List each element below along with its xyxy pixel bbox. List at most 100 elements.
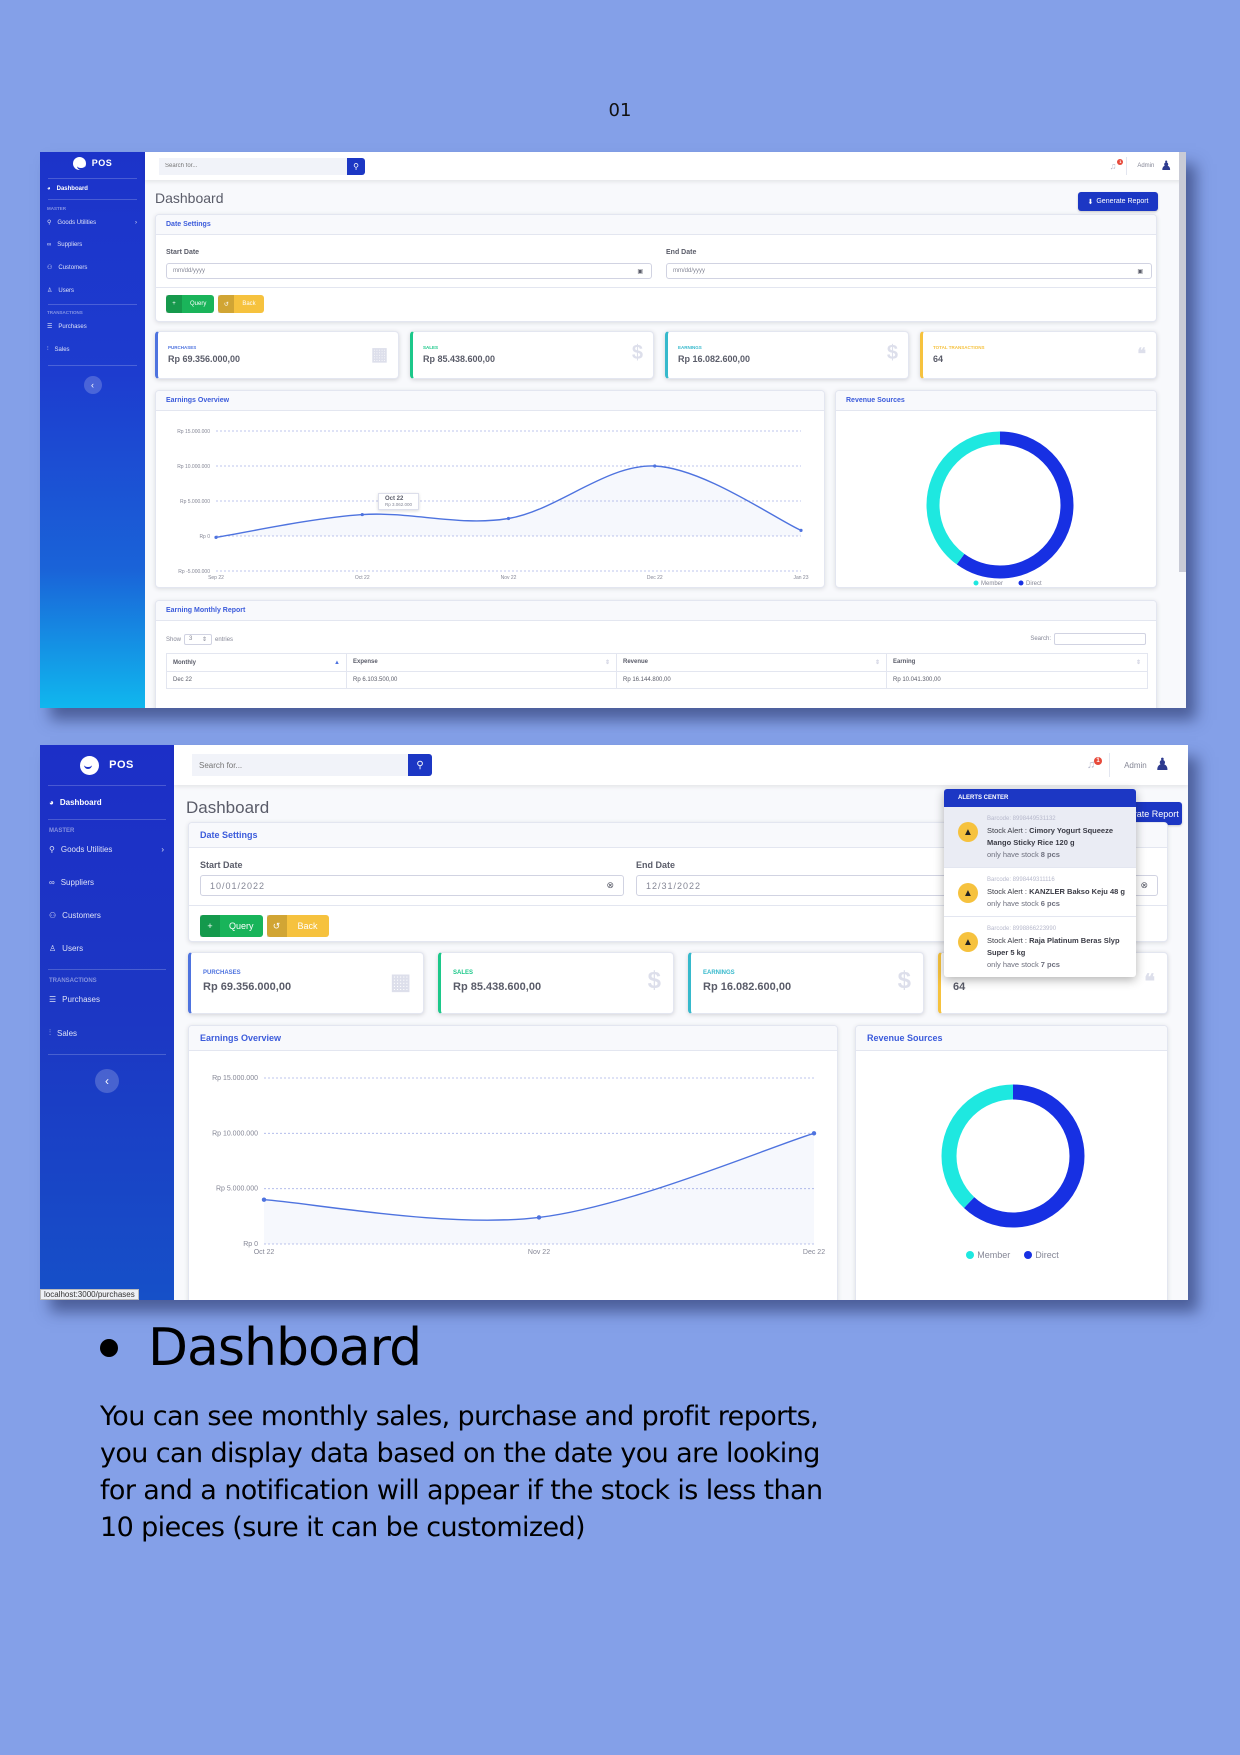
topbar-divider [1109,753,1111,777]
x-tick-label: Oct 22 [254,1249,275,1256]
sidebar-item-goods-utilities[interactable]: ⚲ Goods Utilities › [49,845,164,854]
users-icon: ⚇ [49,911,57,920]
sidebar-item-dashboard[interactable]: ◕ Dashboard [49,798,102,807]
chevron-left-icon: ‹ [91,380,94,390]
sort-icon: ⇕ [201,637,208,643]
card-divider [156,287,1156,288]
window-scrollbar[interactable] [1179,152,1186,572]
back-button[interactable]: ↺ Back [266,915,329,937]
sidebar-toggle-button[interactable]: ‹ [83,376,102,394]
search-button[interactable]: ⚲ [408,754,432,776]
calendar-icon: ▦ [370,344,388,364]
stat-label: PURCHASES [168,345,197,350]
notification-badge: 1 [1117,159,1124,165]
stat-card-sales: SALES Rp 85.438.600,00 $ [438,952,674,1014]
sidebar-item-purchases[interactable]: ☰ Purchases [49,995,100,1004]
sidebar-item-suppliers[interactable]: ∞ Suppliers [49,878,95,887]
column-header-earning[interactable]: Earning ⇕ [886,653,1148,672]
earnings-overview-card: Earnings Overview Rp 15.000.000 Rp 10.000… [155,390,825,588]
stat-label: SALES [453,970,474,976]
sidebar-item-suppliers[interactable]: ∞ Suppliers [47,242,83,248]
date-actions: + Query ↺ Back [166,295,264,313]
date-settings-title: Date Settings [156,215,1156,235]
y-tick-label: Rp 10.000.000 [177,464,210,470]
query-button[interactable]: + Query [200,915,263,937]
data-point [261,1197,267,1202]
earnings-overview-title: Earnings Overview [189,1026,837,1051]
query-button[interactable]: + Query [166,295,215,313]
sidebar-item-dashboard[interactable]: ◕ Dashboard [47,186,88,192]
comments-icon: ❝ [1137,346,1146,363]
receipt-icon: ☰ [49,995,57,1004]
stat-value: Rp 69.356.000,00 [168,354,241,364]
back-button[interactable]: ↺ Back [218,295,264,313]
alert-item[interactable]: ▲ Barcode: 8998449531132 Stock Alert : C… [944,807,1136,868]
column-header-revenue[interactable]: Revenue ⇕ [616,653,887,672]
y-tick-label: Rp 5.000.000 [180,499,210,505]
alerts-bell[interactable]: ♫ 1 [1110,159,1124,171]
sidebar-item-customers[interactable]: ⚇ Customers [47,264,88,272]
stat-value: Rp 16.082.600,00 [678,354,751,364]
admin-name[interactable]: Admin [1124,760,1147,770]
feature-description: Dashboard You can see monthly sales, pur… [100,1318,860,1546]
user-icon: ♙ [47,288,53,294]
search-input[interactable] [192,754,408,776]
entries-control: Show 3 ⇕ entries [166,634,234,645]
sidebar-toggle-button[interactable]: ‹ [95,1069,119,1093]
status-url-tooltip: localhost:3000/purchases [40,1289,139,1300]
clear-icon: ⊗ [1140,880,1149,890]
alert-item[interactable]: ▲ Barcode: 8998449311116 Stock Alert : K… [944,868,1136,917]
table-cell: Rp 6.103.500,00 [346,671,617,689]
sidebar-item-sales[interactable]: ⫶ Sales [47,346,70,353]
user-avatar-icon[interactable]: ♟ [1154,755,1170,774]
sidebar-divider [48,365,137,366]
area-fill [216,465,801,538]
sort-icon: ⇕ [1135,660,1141,666]
table-cell: Rp 10.041.300,00 [886,671,1148,689]
sidebar-item-sales[interactable]: ⫶ Sales [49,1028,78,1038]
sort-icon: ⇕ [874,660,880,666]
table-search-input[interactable] [1054,633,1146,645]
generate-report-button[interactable]: ⬇Generate Report [1078,192,1158,211]
admin-name[interactable]: Admin [1137,163,1155,169]
search-button[interactable]: ⚲ [347,157,365,175]
sidebar-item-purchases[interactable]: ☰ Purchases [47,323,87,331]
data-point [360,512,364,517]
column-header-monthly[interactable]: Monthly ▲ [166,653,347,672]
stat-value: 64 [953,981,966,993]
sidebar-divider [48,178,137,179]
y-tick-label: Rp 5.000.000 [216,1186,258,1193]
start-date-input[interactable]: 10/01/2022 ⊗ [200,875,624,896]
sidebar-item-users[interactable]: ♙ Users [47,287,75,295]
search-icon: ⚲ [416,759,424,771]
legend-label-direct: Direct [1026,581,1042,587]
monthly-report-card: Earning Monthly Report Show 3 ⇕ entries S… [155,600,1157,708]
brand[interactable]: POS [40,152,145,174]
brand[interactable]: POS [40,745,174,785]
alert-product: KANZLER Bakso Keju 48 g [1029,887,1125,896]
alert-item[interactable]: ▲ Barcode: 8998866223990 Stock Alert : R… [944,917,1136,977]
end-date-input[interactable]: mm/dd/yyyy ▣ [666,263,1152,279]
alerts-dropdown: ALERTS CENTER ▲ Barcode: 8998449531132 S… [944,789,1136,977]
legend-swatch-member [966,1251,975,1259]
dollar-icon: $ [647,967,661,994]
sort-asc-icon: ▲ [334,659,340,666]
alerts-bell[interactable]: ♫ 1 [1087,757,1103,771]
search-input[interactable] [159,157,347,175]
entries-select[interactable]: 3 ⇕ [184,634,213,645]
start-date-input[interactable]: mm/dd/yyyy ▣ [166,263,652,279]
dashboard-screenshot-alerts: POS ◕ Dashboard MASTER ⚲ Goods Utilities › … [40,745,1188,1300]
data-point [536,1215,542,1220]
sidebar-item-users[interactable]: ♙ Users [49,944,84,953]
sidebar-item-customers[interactable]: ⚇ Customers [49,911,101,920]
legend-label-direct: Direct [1035,1250,1059,1260]
y-tick-label: Rp 0 [243,1241,258,1248]
sidebar-item-goods-utilities[interactable]: ⚲ Goods Utilities › [47,219,137,227]
download-icon: ⬇ [1087,198,1094,206]
brand-name: POS [91,158,113,168]
user-avatar-icon[interactable]: ♟ [1160,158,1172,173]
data-point [653,464,657,468]
column-header-expense[interactable]: Expense ⇕ [346,653,617,672]
legend-swatch-direct [1018,580,1024,586]
stat-card-sales: SALES Rp 85.438.600,00 $ [410,331,654,379]
